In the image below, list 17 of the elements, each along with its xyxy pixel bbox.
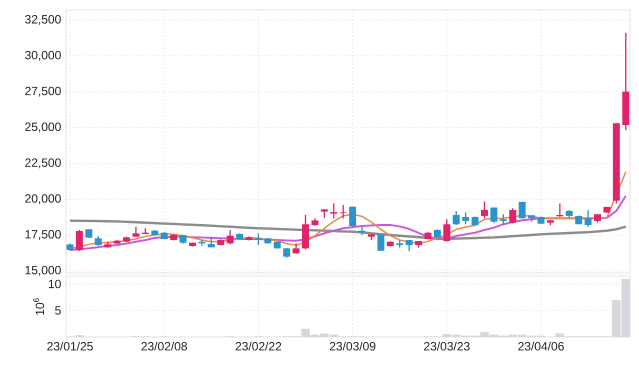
y-tick-label: 20,000: [25, 194, 61, 204]
y-tick-label: 32,500: [25, 15, 61, 25]
y-axis-title: 10$^{6}$: [33, 298, 44, 315]
y-tick-label: 15,000: [26, 266, 61, 276]
y-tick-label: 30,000: [25, 50, 61, 61]
x-tick-label: 23/02/22: [236, 342, 282, 351]
x-tick-label: 23/03/23: [424, 342, 470, 351]
y-tick-label: 10: [48, 280, 61, 288]
y-tick-label: 27,500: [25, 86, 61, 97]
x-tick-label: 23/04/06: [518, 342, 564, 351]
y-tick-label: 17,500: [26, 230, 61, 240]
y-tick-label: 25,000: [25, 122, 61, 132]
y-tick-label: 22,500: [25, 158, 61, 168]
x-tick-label: 23/03/09: [330, 342, 376, 351]
x-tick-label: 23/02/08: [141, 342, 188, 351]
y-tick-label: 5: [55, 306, 61, 315]
x-tick-label: 23/01/25: [47, 342, 93, 351]
